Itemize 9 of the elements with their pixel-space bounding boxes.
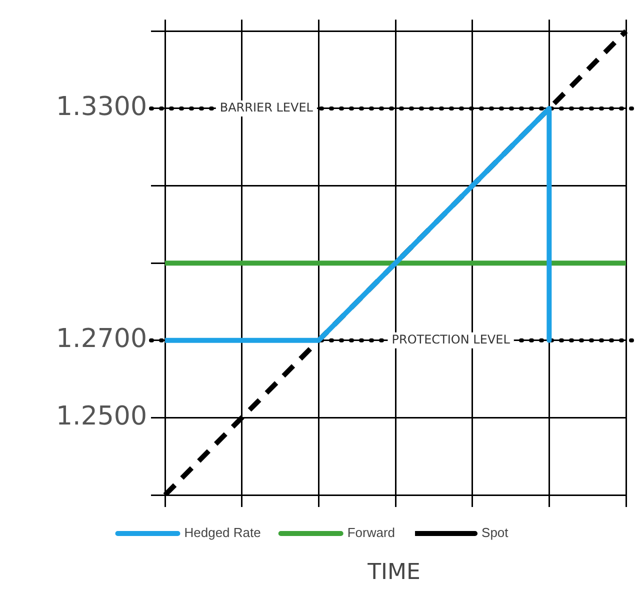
- y-tick-label: 1.3300: [56, 92, 147, 122]
- legend-label: Spot: [482, 525, 509, 540]
- legend-label: Hedged Rate: [184, 525, 261, 540]
- ref-line-label: PROTECTION LEVEL: [392, 332, 510, 347]
- legend-label: Forward: [347, 525, 396, 540]
- ref-line-label: BARRIER LEVEL: [220, 100, 314, 115]
- y-tick-label: 1.2700: [56, 324, 147, 354]
- x-axis-title: TIME: [366, 560, 422, 585]
- y-tick-label: 1.2500: [56, 401, 147, 432]
